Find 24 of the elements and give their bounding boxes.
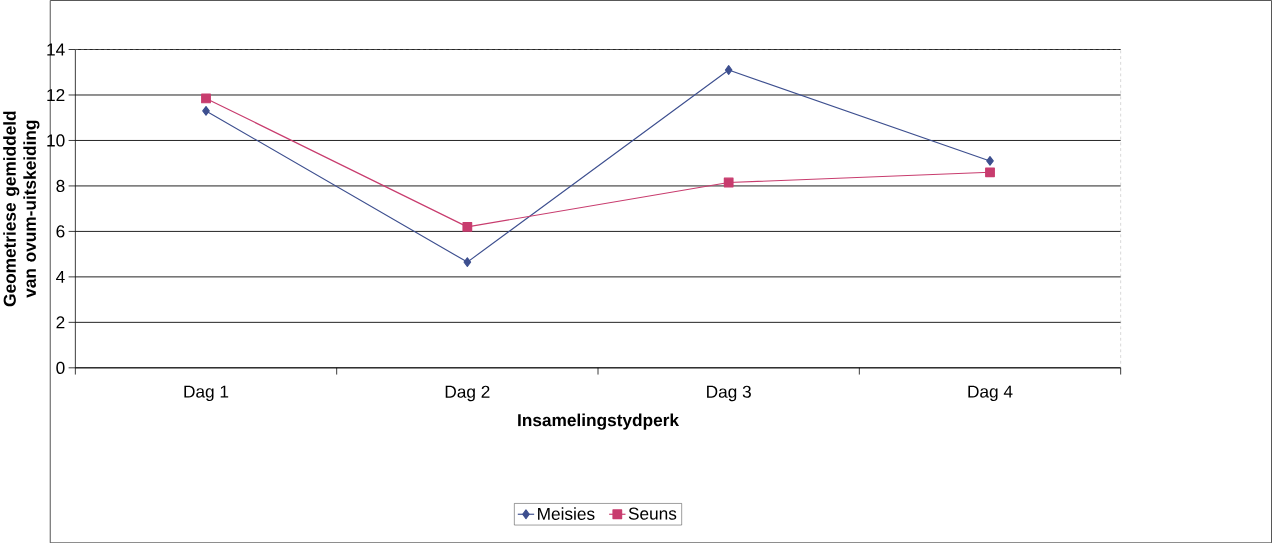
y-tick-label: 2 [56, 316, 65, 329]
y-tick-label: 6 [56, 225, 65, 238]
y-tick-label: 10 [47, 134, 65, 147]
y-tick-label: 4 [56, 270, 65, 283]
y-tick-label: 14 [47, 43, 65, 56]
x-axis-title: Insamelingstydperk [518, 413, 680, 430]
point [986, 155, 994, 166]
legend-label: Meisies [538, 507, 595, 520]
point [724, 64, 733, 75]
point [463, 257, 472, 267]
point [462, 221, 473, 232]
point [985, 167, 995, 178]
x-tick-label: Dag 3 [707, 385, 751, 402]
y-tick-label: 12 [47, 88, 65, 101]
y-axis-title: Geometriese gemiddeld van ovum-uitskeiding [3, 111, 40, 307]
point [201, 93, 211, 104]
y-tick-label: 0 [56, 361, 65, 374]
x-tick-label: Dag 4 [968, 385, 1013, 401]
point [202, 105, 210, 116]
x-tick-label: Dag 1 [184, 385, 229, 401]
x-tick-label: Dag 2 [445, 385, 490, 402]
point [723, 177, 734, 188]
y-tick-label: 8 [56, 179, 65, 192]
legend-label: Seuns [628, 507, 677, 520]
